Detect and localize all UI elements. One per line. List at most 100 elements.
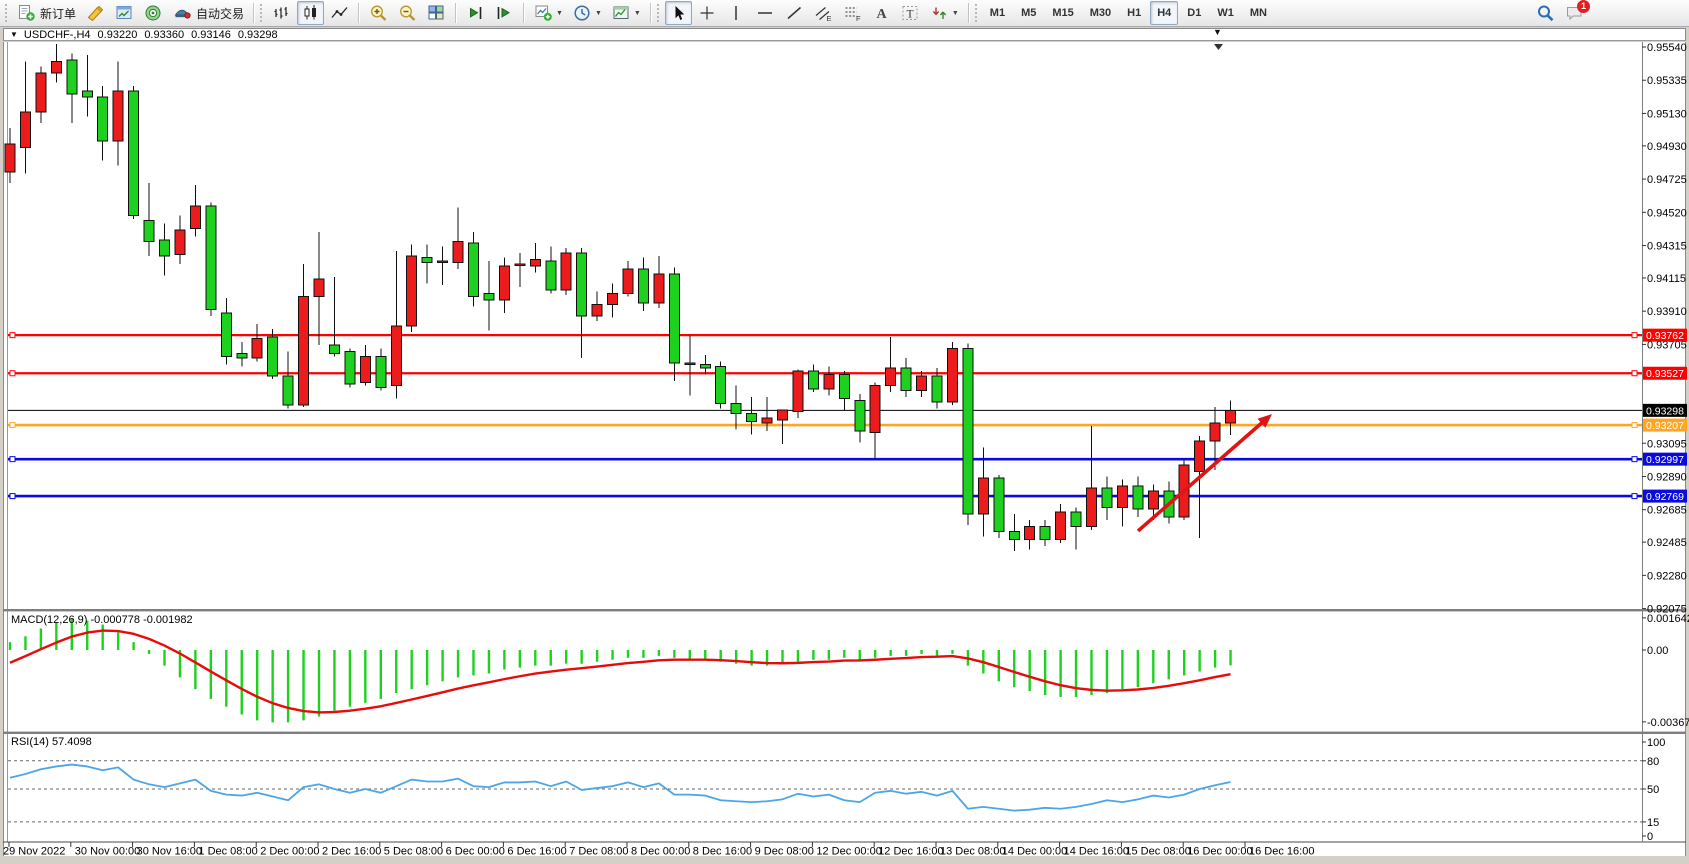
timeframe-m30-button[interactable]: M30 — [1089, 7, 1112, 19]
line-handle[interactable] — [9, 332, 16, 339]
toolbar-separator — [649, 3, 652, 23]
candle-up — [607, 292, 619, 306]
candle-down — [66, 59, 78, 95]
line-handle[interactable] — [1631, 332, 1638, 339]
candle-down — [1101, 487, 1113, 508]
market-watch-button[interactable] — [111, 1, 138, 25]
crosshair-icon — [698, 4, 717, 22]
timeframe-w1-button[interactable]: W1 — [1217, 7, 1234, 19]
broadcast-button[interactable] — [140, 1, 167, 25]
trendline-icon — [785, 4, 804, 22]
chevron-down-icon[interactable]: ▼ — [594, 9, 602, 17]
chart-pen-button[interactable] — [82, 1, 109, 25]
periods-button[interactable]: ▼ — [569, 1, 606, 25]
text-button[interactable]: A — [868, 1, 895, 25]
cursor-button[interactable] — [664, 1, 692, 25]
text-icon: A — [872, 4, 891, 22]
line-handle[interactable] — [1631, 456, 1638, 463]
svg-text:15 Dec 08:00: 15 Dec 08:00 — [1125, 846, 1190, 858]
timeframe-m5-button[interactable]: M5 — [1021, 7, 1037, 19]
ohlc-open: 0.93220 — [97, 28, 138, 41]
candle-up — [112, 90, 124, 142]
panel-separator-main-macd[interactable] — [3, 609, 1686, 612]
timeframe-d1-button[interactable]: D1 — [1187, 7, 1202, 19]
ohlc-high: 0.93360 — [144, 28, 185, 41]
zoom-out-button[interactable] — [394, 1, 421, 25]
svg-text:0.93298: 0.93298 — [1646, 405, 1684, 417]
candle-up — [1225, 409, 1237, 424]
svg-text:0.92997: 0.92997 — [1646, 454, 1684, 466]
text-label-button[interactable]: T — [897, 1, 924, 25]
candle-up — [916, 375, 928, 392]
line-handle[interactable] — [1631, 493, 1638, 500]
chart-canvas[interactable]: 0.95540 0.95335 0.95130 0.94930 0.94725 0.945… — [0, 42, 1689, 864]
candle-up — [946, 347, 958, 403]
candle-down — [668, 273, 680, 364]
chevron-down-icon[interactable]: ▼ — [633, 9, 641, 17]
price-tag — [1643, 328, 1687, 342]
line-handle[interactable] — [9, 422, 16, 429]
fibonacci-button[interactable]: F — [839, 1, 866, 25]
bar-chart-button[interactable] — [268, 1, 295, 25]
toolbar-group-trade: 新订单 自动交易 — [12, 1, 249, 25]
horizontal-line-objects[interactable]: 0.93762 0.93527 0.93298 0.93207 0.92997 0.927… — [8, 328, 1687, 503]
new-chart-button[interactable]: ▼ — [530, 1, 567, 25]
button-label: 自动交易 — [196, 6, 245, 21]
templates-button[interactable]: ▼ — [608, 1, 645, 25]
candle-down — [576, 252, 588, 317]
price-tag — [1643, 452, 1687, 466]
timeframe-h4-button[interactable]: H4 — [1150, 1, 1179, 25]
line-handle[interactable] — [9, 493, 16, 500]
trend-arrow-object[interactable] — [1136, 417, 1268, 533]
rsi-panel[interactable]: RSI(14) 57.4098 100 80 50 15 0 — [8, 736, 1665, 843]
svg-text:0.95130: 0.95130 — [1647, 108, 1687, 120]
trend-arrow-head[interactable] — [1257, 414, 1272, 428]
shift-position-icon[interactable] — [1214, 44, 1223, 50]
svg-text:7 Dec 08:00: 7 Dec 08:00 — [569, 846, 628, 858]
tile-windows-button[interactable] — [423, 1, 450, 25]
svg-text:0.92685: 0.92685 — [1647, 505, 1687, 517]
svg-text:2 Dec 16:00: 2 Dec 16:00 — [322, 846, 381, 858]
horizontal-line-icon — [756, 4, 775, 22]
macd-panel[interactable]: MACD(12,26,9) -0.000778 -0.001982 0.00164… — [8, 613, 1689, 729]
symbol-dropdown-icon[interactable]: ▼ — [10, 30, 18, 39]
chart-shift-button[interactable] — [491, 1, 518, 25]
channel-button[interactable]: E — [810, 1, 837, 25]
arrows-icon — [930, 4, 949, 22]
new-order-button[interactable]: 新订单 — [13, 1, 80, 25]
crosshair-button[interactable] — [694, 1, 721, 25]
candle-down — [838, 373, 850, 400]
vertical-line-button[interactable] — [723, 1, 750, 25]
autotrading-button[interactable]: 自动交易 — [169, 1, 248, 25]
notifications-button[interactable]: 1 — [1561, 0, 1590, 25]
line-chart-button[interactable] — [326, 1, 353, 25]
timeframe-m1-button[interactable]: M1 — [989, 7, 1006, 19]
trendline-button[interactable] — [781, 1, 808, 25]
panel-separator-macd-rsi[interactable] — [3, 731, 1686, 734]
candle-up — [885, 367, 897, 387]
timeframe-m15-button[interactable]: M15 — [1052, 7, 1074, 19]
chevron-down-icon[interactable]: ▼ — [951, 9, 959, 17]
line-handle[interactable] — [9, 456, 16, 463]
candle-up — [1147, 490, 1159, 510]
candlestick-button[interactable] — [297, 1, 325, 25]
zoom-in-button[interactable] — [365, 1, 392, 25]
auto-scroll-button[interactable] — [462, 1, 489, 25]
line-handle[interactable] — [1631, 422, 1638, 429]
svg-text:0.95335: 0.95335 — [1647, 75, 1687, 87]
svg-text:13 Dec 08:00: 13 Dec 08:00 — [940, 846, 1005, 858]
candle-up — [977, 477, 989, 515]
chevron-down-icon[interactable]: ▼ — [556, 9, 563, 17]
line-handle[interactable] — [9, 370, 16, 377]
arrows-button[interactable]: ▼ — [926, 1, 963, 25]
horizontal-line-button[interactable] — [752, 1, 779, 25]
timeframe-h1-button[interactable]: H1 — [1127, 7, 1142, 19]
svg-text:0: 0 — [1647, 831, 1653, 843]
line-handle[interactable] — [1631, 370, 1638, 377]
search-button[interactable] — [1532, 1, 1559, 25]
autotrading-icon — [173, 4, 192, 22]
price-axis[interactable]: 0.95540 0.95335 0.95130 0.94930 0.94725 0.945… — [1642, 42, 1687, 616]
timeframe-mn-button[interactable]: MN — [1249, 7, 1267, 19]
